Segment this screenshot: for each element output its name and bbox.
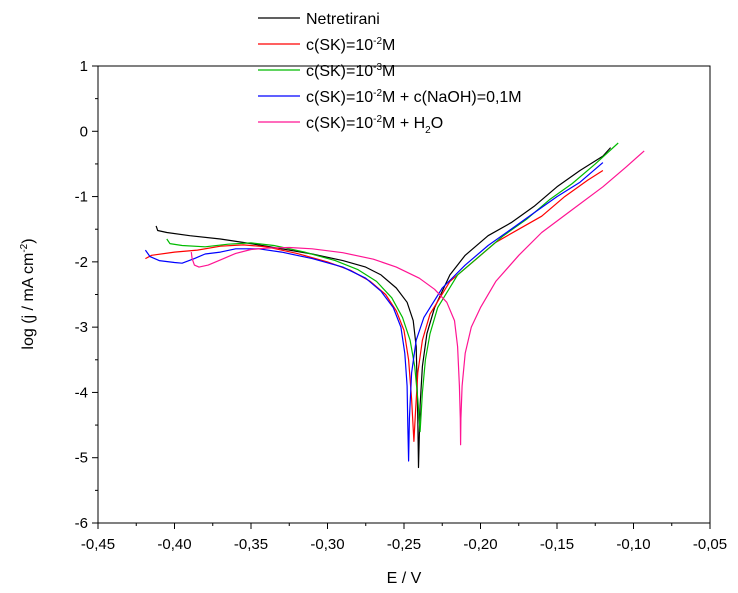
- x-tick-label: -0,45: [81, 536, 115, 553]
- legend-label-3: c(SK)=10-3M: [306, 62, 395, 80]
- legend: Netretiranic(SK)=10-2Mc(SK)=10-3Mc(SK)=1…: [258, 11, 522, 136]
- x-tick-label: -0,20: [463, 536, 497, 553]
- x-tick-label: -0,10: [616, 536, 650, 553]
- legend-label-4: c(SK)=10-2M + c(NaOH)=0,1M: [306, 88, 522, 106]
- legend-text-segment: c(SK)=10: [306, 63, 373, 80]
- x-axis-title: E / V: [387, 570, 422, 587]
- x-tick-label: -0,35: [234, 536, 268, 553]
- legend-text-segment: M + c(NaOH)=0,1M: [382, 89, 522, 106]
- legend-text-segment: Netretirani: [306, 11, 380, 28]
- y-axis-title: log (j / mA cm-2): [19, 238, 37, 349]
- x-axis-ticks: -0,45 -0,40 -0,35 -0,30 -0,25 -0,20 -0,15 -0,10…: [81, 523, 727, 553]
- legend-text-segment: O: [431, 115, 443, 132]
- y-tick-label: -3: [75, 319, 88, 336]
- y-tick-label: 0: [80, 123, 88, 140]
- legend-text-segment: M + H: [382, 115, 425, 132]
- y-axis-title-sup: -2: [19, 243, 30, 252]
- legend-text-segment: c(SK)=10: [306, 115, 373, 132]
- legend-text-segment: 2: [425, 125, 431, 136]
- legend-text-segment: -3: [373, 62, 382, 73]
- legend-text-segment: M: [382, 37, 395, 54]
- y-axis-title-end: ): [20, 238, 37, 243]
- series-line-1: [155, 147, 612, 469]
- x-tick-label: -0,15: [540, 536, 574, 553]
- y-tick-label: -2: [75, 254, 88, 271]
- y-axis-ticks: -6 -5 -4 -3 -2 -1 0 1: [75, 58, 98, 532]
- y-tick-label: -5: [75, 450, 88, 467]
- legend-text-segment: -2: [373, 88, 382, 99]
- series-line-3: [166, 142, 619, 433]
- legend-text-segment: c(SK)=10: [306, 37, 373, 54]
- plot-frame: [97, 65, 711, 524]
- y-tick-label: 1: [80, 58, 88, 75]
- y-tick-label: -6: [75, 515, 88, 532]
- series-layer: [144, 142, 645, 469]
- series-line-5: [190, 150, 645, 446]
- y-tick-label: -4: [75, 384, 88, 401]
- legend-label-5: c(SK)=10-2M + H2O: [306, 114, 443, 136]
- legend-label-1: Netretirani: [306, 11, 380, 28]
- x-tick-label: -0,25: [387, 536, 421, 553]
- series-line-4: [144, 162, 604, 462]
- series-line-2: [145, 169, 604, 442]
- x-tick-label: -0,05: [693, 536, 727, 553]
- x-tick-label: -0,30: [310, 536, 344, 553]
- x-tick-label: -0,40: [157, 536, 191, 553]
- y-tick-label: -1: [75, 189, 88, 206]
- legend-label-2: c(SK)=10-2M: [306, 36, 395, 54]
- legend-text-segment: c(SK)=10: [306, 89, 373, 106]
- legend-text-segment: M: [382, 63, 395, 80]
- legend-text-segment: -2: [373, 114, 382, 125]
- legend-text-segment: -2: [373, 36, 382, 47]
- y-axis-title-main: log (j / mA cm: [20, 253, 37, 350]
